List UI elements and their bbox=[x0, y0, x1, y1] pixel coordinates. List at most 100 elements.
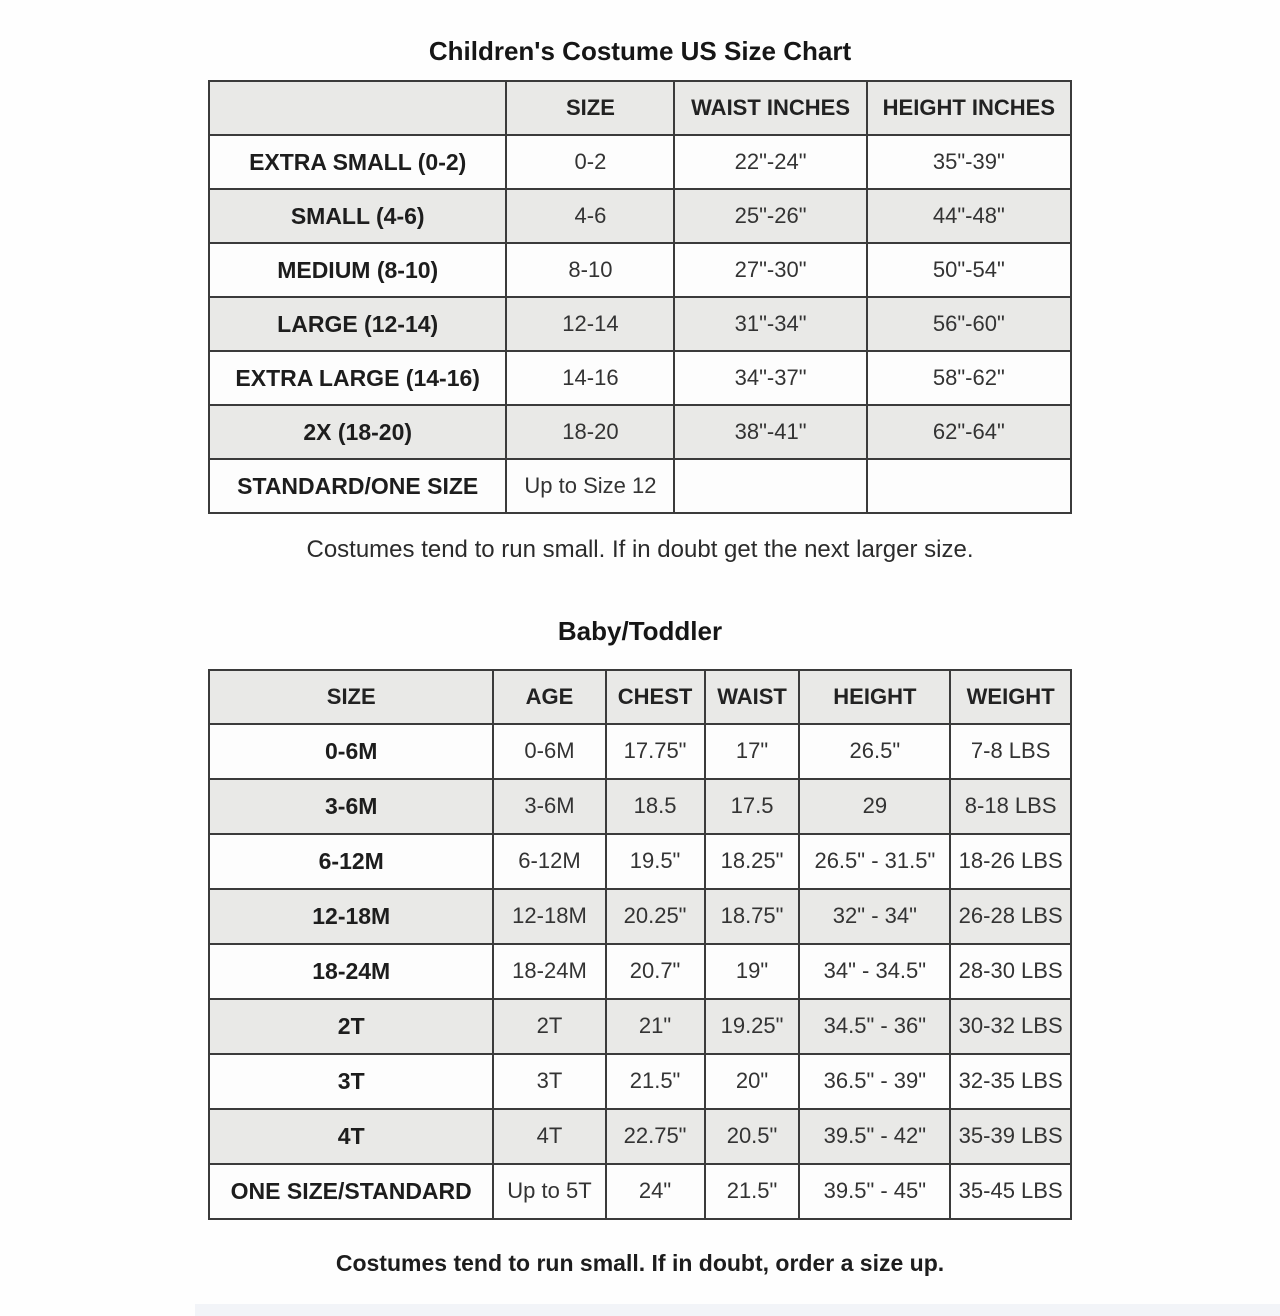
table-cell: 18-24M bbox=[492, 942, 607, 1000]
table-cell: 22.75" bbox=[604, 1107, 706, 1165]
table-row: 2X (18-20) 18-20 38"-41" 62"-64" bbox=[207, 404, 1073, 460]
baby-size-note: Costumes tend to run small. If in doubt,… bbox=[335, 1249, 945, 1276]
row-label-cell: 3T bbox=[207, 1052, 495, 1110]
table-cell: 20.5" bbox=[703, 1107, 801, 1165]
table-row: STANDARD/ONE SIZE Up to Size 12 bbox=[207, 458, 1073, 514]
table-cell: 50"-54" bbox=[865, 242, 1073, 298]
header-cell-blank bbox=[207, 80, 508, 136]
header-cell-height: HEIGHT bbox=[798, 668, 952, 725]
table-cell: 26-28 LBS bbox=[949, 887, 1072, 945]
header-cell-size: SIZE bbox=[505, 80, 676, 136]
row-label-cell: 18-24M bbox=[207, 942, 495, 1000]
table-cell: 3-6M bbox=[492, 777, 607, 835]
table-row: 4T 4T 22.75" 20.5" 39.5" - 42" 35-39 LBS bbox=[207, 1107, 1072, 1165]
table-row: 12-18M 12-18M 20.25" 18.75" 32" - 34" 26-28 L… bbox=[207, 887, 1072, 945]
table-cell: 18-20 bbox=[505, 404, 676, 460]
table-row: 18-24M 18-24M 20.7" 19" 34" - 34.5" 28-30 LBS bbox=[207, 942, 1072, 1000]
table-cell: 44"-48" bbox=[865, 188, 1073, 244]
table-cell: 21.5" bbox=[703, 1162, 801, 1220]
table-cell: 0-6M bbox=[492, 722, 607, 780]
table-cell: 56"-60" bbox=[865, 296, 1073, 352]
table-cell: 22"-24" bbox=[673, 134, 868, 190]
table-cell: 34" - 34.5" bbox=[798, 942, 952, 1000]
table-cell bbox=[865, 458, 1073, 514]
row-label-cell: STANDARD/ONE SIZE bbox=[207, 458, 508, 514]
row-label-cell: ONE SIZE/STANDARD bbox=[207, 1162, 495, 1220]
table-cell: Up to 5T bbox=[492, 1162, 607, 1220]
table-row: SMALL (4-6) 4-6 25"-26" 44"-48" bbox=[207, 188, 1073, 244]
table-cell: 19.25" bbox=[703, 997, 801, 1055]
baby-table-header-row: SIZE AGE CHEST WAIST HEIGHT WEIGHT bbox=[207, 668, 1072, 725]
page-title: Children's Costume US Size Chart bbox=[428, 36, 852, 66]
table-cell: 34"-37" bbox=[673, 350, 868, 406]
table-cell: 36.5" - 39" bbox=[798, 1052, 952, 1110]
table-cell: 39.5" - 42" bbox=[798, 1107, 952, 1165]
table-cell: 28-30 LBS bbox=[949, 942, 1072, 1000]
row-label-cell: 12-18M bbox=[207, 887, 495, 945]
header-cell-age: AGE bbox=[492, 668, 607, 725]
table-cell: Up to Size 12 bbox=[505, 458, 676, 514]
row-label-cell: 2X (18-20) bbox=[207, 404, 508, 460]
table-cell: 31"-34" bbox=[673, 296, 868, 352]
table-row: 2T 2T 21" 19.25" 34.5" - 36" 30-32 LBS bbox=[207, 997, 1072, 1055]
row-label-cell: 2T bbox=[207, 997, 495, 1055]
table-cell: 35-45 LBS bbox=[949, 1162, 1072, 1220]
table-cell: 30-32 LBS bbox=[949, 997, 1072, 1055]
table-cell: 12-18M bbox=[492, 887, 607, 945]
table-cell: 26.5" - 31.5" bbox=[798, 832, 952, 890]
size-chart-document: Children's Costume US Size Chart SIZE WA… bbox=[207, 36, 1073, 1277]
table-cell: 34.5" - 36" bbox=[798, 997, 952, 1055]
children-size-note: Costumes tend to run small. If in doubt … bbox=[306, 536, 974, 563]
baby-toddler-size-table: SIZE AGE CHEST WAIST HEIGHT WEIGHT 0-6M 0… bbox=[207, 668, 1072, 1220]
table-cell: 58"-62" bbox=[865, 350, 1073, 406]
row-label-cell: MEDIUM (8-10) bbox=[207, 242, 508, 298]
table-cell: 20" bbox=[703, 1052, 801, 1110]
table-row: 6-12M 6-12M 19.5" 18.25" 26.5" - 31.5" 18-26 … bbox=[207, 832, 1072, 890]
row-label-cell: LARGE (12-14) bbox=[207, 296, 508, 352]
table-row: 3T 3T 21.5" 20" 36.5" - 39" 32-35 LBS bbox=[207, 1052, 1072, 1110]
table-cell: 8-10 bbox=[505, 242, 676, 298]
table-cell: 35"-39" bbox=[865, 134, 1073, 190]
table-cell: 17" bbox=[703, 722, 801, 780]
table-cell: 26.5" bbox=[798, 722, 952, 780]
table-cell: 29 bbox=[798, 777, 952, 835]
header-cell-waist: WAIST INCHES bbox=[673, 80, 868, 136]
table-row: EXTRA SMALL (0-2) 0-2 22"-24" 35"-39" bbox=[207, 134, 1073, 190]
baby-toddler-title: Baby/Toddler bbox=[557, 616, 723, 646]
table-cell: 18.75" bbox=[703, 887, 801, 945]
header-cell-weight: WEIGHT bbox=[949, 668, 1072, 725]
table-cell: 32-35 LBS bbox=[949, 1052, 1072, 1110]
table-cell: 2T bbox=[492, 997, 607, 1055]
table-cell: 25"-26" bbox=[673, 188, 868, 244]
table-cell: 21" bbox=[604, 997, 706, 1055]
table-cell: 17.5 bbox=[703, 777, 801, 835]
table-cell: 20.25" bbox=[604, 887, 706, 945]
table-row: 0-6M 0-6M 17.75" 17" 26.5" 7-8 LBS bbox=[207, 722, 1072, 780]
table-cell: 21.5" bbox=[604, 1052, 706, 1110]
children-table-header-row: SIZE WAIST INCHES HEIGHT INCHES bbox=[207, 80, 1073, 136]
children-size-table: SIZE WAIST INCHES HEIGHT INCHES EXTRA SM… bbox=[207, 80, 1073, 514]
table-cell: 18.25" bbox=[703, 832, 801, 890]
table-cell: 27"-30" bbox=[673, 242, 868, 298]
table-cell: 4T bbox=[492, 1107, 607, 1165]
row-label-cell: EXTRA SMALL (0-2) bbox=[207, 134, 508, 190]
row-label-cell: 6-12M bbox=[207, 832, 495, 890]
table-cell: 39.5" - 45" bbox=[798, 1162, 952, 1220]
table-cell: 14-16 bbox=[505, 350, 676, 406]
bottom-edge-strip bbox=[195, 1304, 1280, 1316]
header-cell-height: HEIGHT INCHES bbox=[865, 80, 1073, 136]
table-cell: 17.75" bbox=[604, 722, 706, 780]
row-label-cell: 0-6M bbox=[207, 722, 495, 780]
table-cell: 12-14 bbox=[505, 296, 676, 352]
row-label-cell: EXTRA LARGE (14-16) bbox=[207, 350, 508, 406]
table-cell: 0-2 bbox=[505, 134, 676, 190]
table-cell: 7-8 LBS bbox=[949, 722, 1072, 780]
header-cell-chest: CHEST bbox=[604, 668, 706, 725]
table-cell: 62"-64" bbox=[865, 404, 1073, 460]
table-cell: 6-12M bbox=[492, 832, 607, 890]
row-label-cell: SMALL (4-6) bbox=[207, 188, 508, 244]
table-cell: 19" bbox=[703, 942, 801, 1000]
table-row: 3-6M 3-6M 18.5 17.5 29 8-18 LBS bbox=[207, 777, 1072, 835]
table-cell: 4-6 bbox=[505, 188, 676, 244]
header-cell-size: SIZE bbox=[207, 668, 495, 725]
